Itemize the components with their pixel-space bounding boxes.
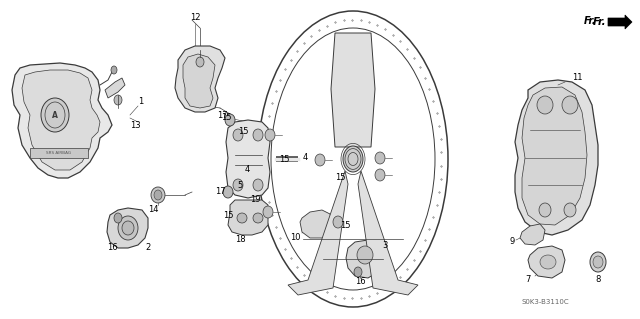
Text: 15: 15 [279,155,289,165]
Polygon shape [175,46,225,112]
Polygon shape [226,120,270,198]
Text: 11: 11 [572,73,582,83]
Text: 15: 15 [237,128,248,137]
Text: 14: 14 [148,205,158,214]
Polygon shape [228,200,268,235]
Ellipse shape [562,96,578,114]
Ellipse shape [41,98,69,132]
Ellipse shape [154,190,162,200]
Text: 15: 15 [340,220,350,229]
FancyBboxPatch shape [30,148,88,158]
Polygon shape [528,246,565,278]
Ellipse shape [537,96,553,114]
Text: 2: 2 [145,243,150,253]
Text: 3: 3 [382,241,388,249]
Text: 18: 18 [235,235,245,244]
Ellipse shape [539,203,551,217]
Polygon shape [107,208,148,248]
Polygon shape [346,240,382,278]
Polygon shape [358,171,418,295]
Text: SRS AIRBAG: SRS AIRBAG [47,151,72,155]
Polygon shape [515,80,598,235]
Text: 15: 15 [223,211,233,219]
Ellipse shape [253,213,263,223]
Text: 5: 5 [237,181,243,189]
Text: 13: 13 [130,121,140,130]
Text: 16: 16 [107,243,117,253]
Ellipse shape [375,152,385,164]
Text: 19: 19 [250,196,260,204]
Ellipse shape [263,206,273,218]
Ellipse shape [253,129,263,141]
Polygon shape [288,171,348,295]
Ellipse shape [223,186,233,198]
Text: S0K3-B3110C: S0K3-B3110C [521,299,569,305]
Ellipse shape [253,179,263,191]
Text: 8: 8 [595,276,601,285]
Ellipse shape [315,154,325,166]
Ellipse shape [375,169,385,181]
Polygon shape [300,210,332,238]
Ellipse shape [196,57,204,67]
Text: 9: 9 [509,238,515,247]
Text: 16: 16 [355,278,365,286]
Polygon shape [608,15,632,29]
Text: 1: 1 [138,98,143,107]
Polygon shape [331,33,375,147]
Polygon shape [183,54,215,108]
Ellipse shape [333,216,343,228]
Ellipse shape [593,256,603,268]
Text: 17: 17 [214,188,225,197]
Ellipse shape [354,267,362,277]
Ellipse shape [233,129,243,141]
Ellipse shape [265,129,275,141]
Ellipse shape [357,246,373,264]
Ellipse shape [564,203,576,217]
Polygon shape [105,78,125,98]
Text: 4: 4 [244,166,250,174]
Polygon shape [22,70,100,170]
Text: 10: 10 [290,234,300,242]
Ellipse shape [590,252,606,272]
Ellipse shape [114,213,122,223]
Text: Fr.: Fr. [593,17,606,27]
Ellipse shape [151,187,165,203]
Ellipse shape [540,255,556,269]
Text: Fr.: Fr. [584,16,596,26]
Text: 7: 7 [525,276,531,285]
Polygon shape [12,63,112,178]
Ellipse shape [114,95,122,105]
Text: A: A [52,110,58,120]
Ellipse shape [122,221,134,235]
Text: 15: 15 [335,174,345,182]
Ellipse shape [225,114,235,126]
Ellipse shape [118,216,138,240]
Text: 4: 4 [302,153,308,162]
Polygon shape [522,87,587,225]
Polygon shape [520,224,545,245]
Text: 17: 17 [217,110,227,120]
Ellipse shape [343,146,363,172]
Ellipse shape [111,66,117,74]
Ellipse shape [237,213,247,223]
Ellipse shape [233,179,243,191]
Text: 15: 15 [221,114,231,122]
Text: 12: 12 [189,13,200,23]
